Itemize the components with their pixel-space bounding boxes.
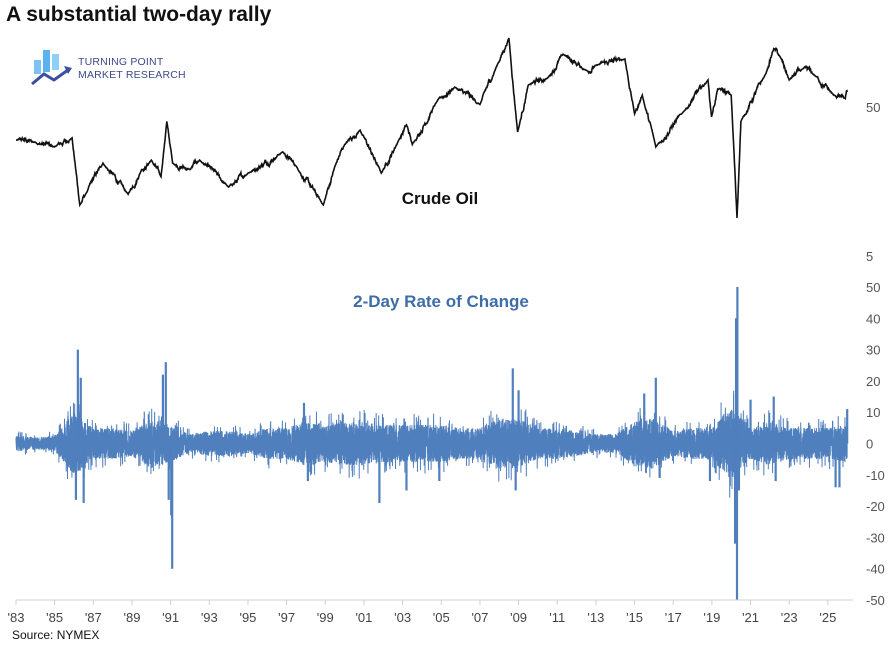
roc-y-tick: 30 — [866, 343, 880, 358]
logo: TURNING POINT MARKET RESEARCH — [30, 48, 200, 88]
x-tick-label: '93 — [201, 610, 218, 625]
logo-line1: TURNING POINT — [78, 56, 164, 68]
roc-panel — [15, 287, 849, 600]
x-tick-label: '17 — [665, 610, 682, 625]
roc-y-tick: 0 — [866, 437, 873, 452]
price-series-label: Crude Oil — [402, 189, 479, 208]
roc-y-tick: -10 — [866, 468, 885, 483]
x-tick-label: '23 — [781, 610, 798, 625]
roc-y-tick: 10 — [866, 405, 880, 420]
x-tick-label: '19 — [703, 610, 720, 625]
roc-y-tick: -40 — [866, 562, 885, 577]
price-panel — [16, 37, 848, 219]
x-tick-label: '87 — [85, 610, 102, 625]
x-axis: '83 '85 '87 '89 '91 '93 '95 '97 '99 '01 '03 '05 '07 '… — [8, 599, 853, 625]
x-tick-label: '95 — [239, 610, 256, 625]
roc-y-tick: -30 — [866, 530, 885, 545]
roc-series-label: 2-Day Rate of Change — [353, 292, 529, 311]
x-tick-label: '97 — [278, 610, 295, 625]
x-tick-label: '21 — [742, 610, 759, 625]
price-y-tick: 5 — [866, 249, 873, 264]
x-tick-label: '25 — [819, 610, 836, 625]
price-line — [16, 37, 848, 219]
x-tick-label: '85 — [46, 610, 63, 625]
x-tick-label: '13 — [587, 610, 604, 625]
roc-y-tick: -50 — [866, 593, 885, 608]
x-tick-label: '01 — [355, 610, 372, 625]
x-tick-label: '05 — [433, 610, 450, 625]
logo-text: TURNING POINT MARKET RESEARCH — [78, 56, 186, 82]
roc-line — [15, 390, 848, 498]
x-tick-label: '07 — [471, 610, 488, 625]
x-tick-label: '11 — [549, 610, 565, 625]
price-y-tick: 50 — [866, 100, 880, 115]
x-tick-label: '99 — [317, 610, 334, 625]
roc-y-tick: 50 — [866, 280, 880, 295]
source-note: Source: NYMEX — [12, 628, 100, 642]
roc-y-tick: 20 — [866, 374, 880, 389]
x-tick-label: '15 — [626, 610, 643, 625]
x-tick-label: '91 — [162, 610, 179, 625]
x-tick-label: '89 — [124, 610, 141, 625]
logo-line2: MARKET RESEARCH — [78, 69, 186, 81]
logo-chart-icon — [31, 50, 72, 86]
x-tick-label: '83 — [8, 610, 25, 625]
roc-y-axis: 50 40 30 20 10 0 -10 -20 -30 -40 -50 — [866, 280, 885, 608]
roc-y-tick: 40 — [866, 311, 880, 326]
x-tick-label: '09 — [510, 610, 527, 625]
x-tick-label: '03 — [394, 610, 411, 625]
roc-y-tick: -20 — [866, 499, 885, 514]
chart-title: A substantial two-day rally — [6, 3, 272, 26]
price-y-axis: 50 5 — [866, 100, 880, 264]
